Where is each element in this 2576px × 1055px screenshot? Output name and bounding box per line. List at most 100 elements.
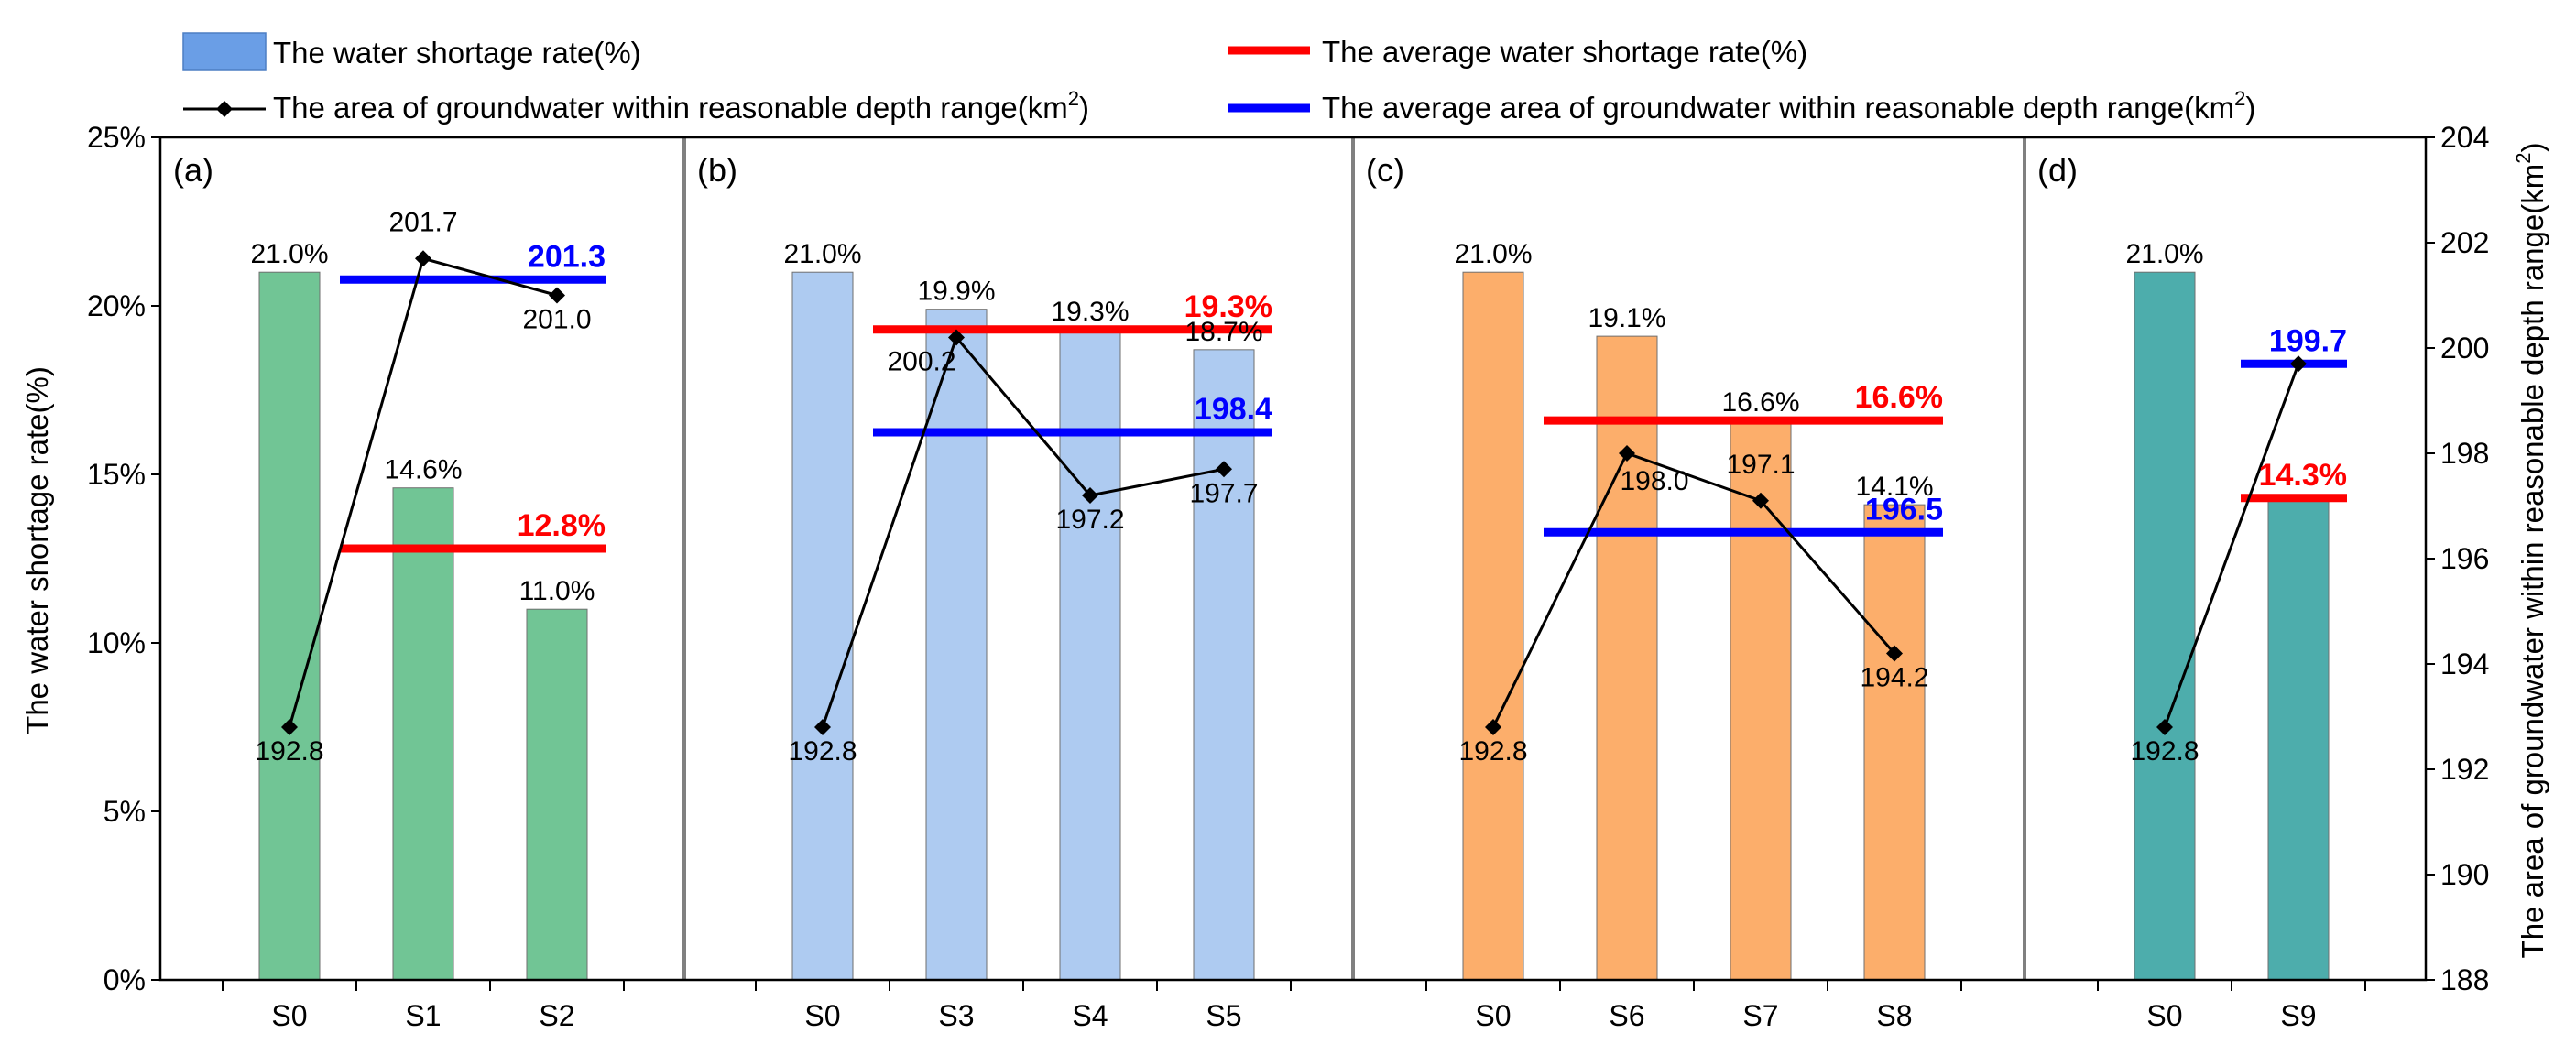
plot-frame <box>158 136 2428 982</box>
legend-line-label: The area of groundwater within reasonabl… <box>273 87 1089 125</box>
area-point <box>2290 355 2307 373</box>
area-value-label: 197.7 <box>1189 478 1258 508</box>
x-tick-label: S7 <box>1742 999 1778 1032</box>
bar-value-label: 14.1% <box>1855 472 1933 502</box>
panel-label: (c) <box>1366 151 1404 189</box>
bar <box>791 271 854 981</box>
avg-area-label: 196.5 <box>1865 492 1943 527</box>
avg-rate-label: 19.3% <box>1184 289 1272 324</box>
legend-bar-label: The water shortage rate(%) <box>273 36 641 70</box>
avg-rate-label: 12.8% <box>518 508 606 543</box>
area-point <box>415 250 431 267</box>
area-point <box>1619 445 1635 462</box>
area-value-label: 192.8 <box>788 736 857 767</box>
bar <box>2267 497 2330 981</box>
y-left-tick-label: 10% <box>87 626 146 659</box>
y-left-tick-label: 15% <box>87 458 146 491</box>
area-value-label: 197.2 <box>1055 505 1124 535</box>
legend-avg-area-label: The average area of groundwater within r… <box>1322 87 2255 125</box>
y-left-tick-label: 20% <box>87 289 146 322</box>
bar <box>1059 329 1121 981</box>
y-right-tick-label: 192 <box>2440 753 2489 786</box>
y-right-tick-label: 196 <box>2440 542 2489 575</box>
x-tick-label: S3 <box>938 999 974 1032</box>
x-tick-label: S8 <box>1876 999 1912 1032</box>
legend: The water shortage rate(%) The area of g… <box>182 32 2255 125</box>
bar-value-label: 19.9% <box>917 277 995 307</box>
bar-value-label: 18.7% <box>1184 317 1262 347</box>
x-tick-label: S0 <box>1475 999 1511 1032</box>
bar-value-label: 21.0% <box>2125 239 2203 269</box>
area-point <box>1216 461 1232 478</box>
area-line <box>2163 363 2300 728</box>
x-tick-label: S0 <box>804 999 840 1032</box>
y-right-axis-title-sup: 2 <box>2512 153 2535 164</box>
x-tick-label: S1 <box>405 999 441 1032</box>
panel-d: 21.0% 192.8 14.3% 199.7 (d) S0 S9 <box>2037 151 2366 1032</box>
x-tick-label: S2 <box>539 999 574 1032</box>
avg-area-label: 199.7 <box>2269 323 2347 358</box>
bar <box>1193 349 1255 981</box>
bar-value-label: 21.0% <box>783 239 861 269</box>
panel-c: 21.0% 19.1% 16.6% 14.1% 192.8 198.0 197.1 194.2… <box>1366 151 1962 1032</box>
bar-value-label: 19.3% <box>1051 297 1129 327</box>
panel-label: (b) <box>697 151 737 189</box>
bar-value-label: 11.0% <box>519 576 595 606</box>
area-value-label: 201.7 <box>388 207 457 237</box>
area-point <box>948 329 965 346</box>
area-point <box>1485 719 1501 735</box>
area-value-label: 194.2 <box>1860 663 1928 693</box>
area-point <box>2156 719 2173 735</box>
bar <box>1863 504 1926 981</box>
legend-avg-area-sup: 2 <box>2234 87 2245 110</box>
avg-area-label: 201.3 <box>528 239 606 274</box>
area-value-label: 200.2 <box>887 347 955 377</box>
y-right-tick-label: 204 <box>2440 121 2489 154</box>
legend-bar-swatch <box>182 32 267 71</box>
bar-value-label: 21.0% <box>1454 239 1532 269</box>
y-left-tick-label: 0% <box>104 963 146 996</box>
area-line <box>1491 451 1896 728</box>
panel-a: 21.0% 14.6% 11.0% 192.8 201.7 201.0 12.8% 201.3… <box>173 151 625 1032</box>
plot-area: 0% 5% 10% 15% 20% 25% 188 190 192 194 196 198 200 202… <box>87 121 2489 1032</box>
y-right-tick-label: 202 <box>2440 226 2489 259</box>
y-right-tick-label: 188 <box>2440 963 2489 996</box>
y-left-tick-label: 25% <box>87 121 146 154</box>
y-right-tick-label: 194 <box>2440 647 2489 680</box>
area-point <box>549 287 565 304</box>
bar <box>392 487 454 981</box>
area-point <box>1082 487 1098 504</box>
area-value-label: 198.0 <box>1620 466 1688 496</box>
x-tick-label: S5 <box>1206 999 1241 1032</box>
y-left-tick-label: 5% <box>104 795 146 828</box>
legend-avg-rate-label: The average water shortage rate(%) <box>1322 35 1807 69</box>
bar <box>1730 419 1792 981</box>
x-tick-label: S0 <box>271 999 307 1032</box>
avg-area-label: 198.4 <box>1195 392 1272 427</box>
area-point <box>281 719 298 735</box>
bar <box>1462 271 1524 981</box>
bar <box>2134 271 2196 981</box>
bar <box>1596 335 1658 981</box>
area-point <box>1886 645 1903 662</box>
y-right-tick-label: 200 <box>2440 332 2489 364</box>
area-line <box>821 334 1225 728</box>
area-point <box>1752 492 1769 509</box>
bar-value-label: 21.0% <box>250 239 328 269</box>
bar-value-label: 16.6% <box>1721 387 1799 418</box>
x-tick-label: S0 <box>2146 999 2182 1032</box>
area-value-label: 192.8 <box>255 736 323 767</box>
area-value-label: 192.8 <box>1458 736 1527 767</box>
legend-line-sup: 2 <box>1068 87 1079 110</box>
avg-rate-label: 16.6% <box>1855 380 1943 415</box>
panel-label: (d) <box>2037 151 2078 189</box>
area-value-label: 192.8 <box>2130 736 2199 767</box>
panel-b: 21.0%19.9%19.3%18.7%192.8200.2197.2197.7… <box>697 151 1292 1032</box>
y-right-tick-label: 190 <box>2440 858 2489 891</box>
bar <box>258 271 321 981</box>
y-right-axis-title: The area of groundwater within reasonabl… <box>2512 143 2549 959</box>
panel-label: (a) <box>173 151 213 189</box>
y-right-tick-label: 198 <box>2440 437 2489 470</box>
avg-rate-label: 14.3% <box>2259 458 2347 493</box>
